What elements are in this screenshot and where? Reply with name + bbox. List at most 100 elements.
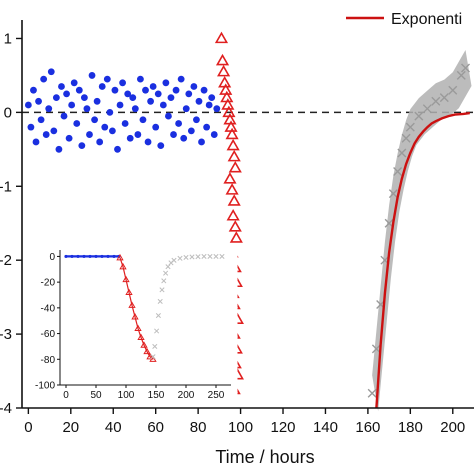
data-point-red-11 — [226, 138, 240, 151]
data-point-blue-21 — [78, 142, 86, 150]
data-point-blue-8 — [45, 105, 53, 113]
data-point-blue-63 — [185, 90, 193, 98]
data-point-blue-9 — [47, 68, 55, 76]
inset-x-tick-label: 150 — [148, 390, 165, 401]
y-tick-label: -2 — [0, 252, 12, 269]
data-point-blue-15 — [63, 90, 70, 98]
data-point-blue-72 — [208, 94, 216, 101]
data-point-blue-73 — [210, 131, 218, 138]
inset-point-red-8 — [140, 341, 148, 348]
data-point-gray-14 — [448, 85, 458, 95]
data-point-blue-31 — [103, 75, 111, 83]
data-point-blue-6 — [40, 75, 48, 83]
inset-point-blue-2 — [76, 254, 80, 259]
data-point-blue-27 — [93, 97, 101, 105]
data-point-blue-50 — [152, 123, 160, 131]
legend: Exponenti — [346, 11, 462, 28]
data-point-red-18 — [228, 220, 242, 232]
inset-point-blue-1 — [70, 254, 74, 259]
data-point-blue-43 — [134, 131, 142, 138]
data-point-blue-60 — [177, 75, 185, 83]
x-tick-label: 60 — [147, 419, 164, 436]
data-point-blue-1 — [27, 123, 35, 131]
inset-point-blue-6 — [100, 254, 104, 259]
data-point-blue-7 — [42, 131, 50, 138]
inset-point-blue-4 — [88, 254, 92, 259]
inset-point-red-6 — [134, 324, 142, 332]
data-point-gray-9 — [405, 122, 415, 132]
inset-point-gray-17 — [213, 253, 219, 259]
inset-y-tick-label: -20 — [41, 278, 56, 289]
data-point-blue-57 — [170, 131, 177, 138]
data-point-blue-54 — [162, 79, 170, 87]
data-point-blue-42 — [131, 105, 139, 113]
data-point-blue-65 — [190, 83, 198, 90]
data-point-gray-0 — [367, 388, 377, 398]
data-point-blue-28 — [96, 138, 104, 146]
data-point-blue-32 — [106, 108, 114, 116]
data-point-blue-4 — [35, 97, 42, 105]
data-point-gray-7 — [397, 148, 407, 158]
data-point-blue-17 — [68, 101, 76, 109]
inset-point-gray-11 — [177, 255, 183, 261]
data-point-blue-11 — [52, 94, 60, 101]
inset-x-tick-label: 100 — [118, 390, 135, 401]
y-tick-label: 0 — [4, 104, 12, 121]
inset-point-red-7 — [137, 333, 145, 341]
inset-point-blue-3 — [82, 254, 86, 259]
data-point-blue-70 — [203, 123, 211, 131]
inset-x-tick-label: 0 — [63, 390, 69, 401]
data-point-blue-47 — [144, 138, 152, 146]
data-point-blue-74 — [213, 105, 221, 113]
data-point-gray-11 — [422, 104, 432, 114]
x-tick-label: 140 — [313, 419, 338, 436]
x-tick-label: 80 — [190, 419, 207, 436]
data-point-blue-58 — [172, 86, 180, 94]
data-point-red-14 — [223, 172, 237, 184]
inset-point-red-5 — [131, 313, 139, 320]
data-point-blue-25 — [88, 72, 96, 79]
data-point-red-15 — [225, 183, 239, 195]
data-point-blue-53 — [159, 101, 167, 109]
x-tick-label: 20 — [62, 419, 79, 436]
x-tick-label: 160 — [355, 419, 380, 436]
inset-point-gray-7 — [163, 270, 169, 276]
data-point-red-17 — [226, 209, 240, 221]
inset-y-tick-label: 0 — [49, 252, 55, 263]
data-point-blue-69 — [200, 86, 208, 94]
data-point-blue-26 — [91, 116, 98, 124]
data-point-red-10 — [225, 127, 239, 140]
data-point-gray-10 — [414, 111, 424, 121]
inset-point-gray-0 — [150, 354, 156, 360]
inset-point-blue-7 — [106, 254, 110, 259]
inset-point-gray-13 — [189, 254, 195, 260]
data-point-blue-22 — [80, 94, 88, 101]
data-point-red-2 — [217, 64, 231, 77]
data-point-blue-40 — [126, 134, 134, 142]
inset-point-gray-5 — [159, 287, 165, 293]
data-point-blue-24 — [86, 131, 93, 138]
x-tick-label: 200 — [440, 419, 465, 436]
inset-point-gray-3 — [155, 313, 161, 319]
inset-point-red-2 — [122, 275, 130, 283]
data-point-gray-8 — [401, 133, 411, 143]
inset-x-tick-label: 50 — [90, 390, 102, 401]
data-point-blue-35 — [114, 145, 121, 153]
inset-point-blue-8 — [112, 254, 116, 259]
data-point-blue-33 — [109, 127, 116, 135]
inset-point-red-3 — [125, 288, 133, 296]
inset-point-gray-6 — [161, 278, 167, 284]
data-point-blue-41 — [129, 94, 137, 101]
data-point-blue-36 — [116, 101, 124, 109]
data-point-blue-14 — [60, 112, 68, 120]
data-point-blue-37 — [119, 79, 126, 87]
inset-background — [32, 243, 238, 406]
data-point-blue-2 — [30, 86, 37, 94]
x-tick-label: 0 — [24, 419, 32, 436]
data-point-blue-12 — [55, 145, 63, 153]
data-point-blue-51 — [154, 90, 162, 98]
x-tick-label: 100 — [228, 419, 253, 436]
inset-point-blue-5 — [94, 254, 98, 259]
legend-label: Exponenti — [391, 11, 462, 28]
inset-plot: 0 50 100 150 200 250 0 -20 -40 -60 -80 -100 — [32, 243, 238, 406]
